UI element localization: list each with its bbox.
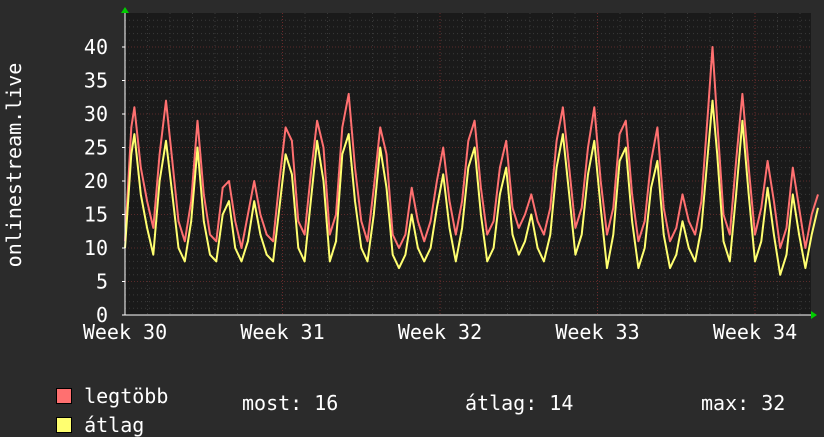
plot-background [125, 13, 811, 315]
x-tick-label: Week 34 [713, 320, 797, 344]
y-axis-label: onlinestream.live [2, 63, 26, 268]
legend-swatch-max [56, 388, 73, 404]
y-tick-label: 40 [84, 35, 108, 59]
stat-average: átlag: 14 [465, 391, 574, 415]
y-tick-labels: 0 5 10 15 20 25 30 35 40 [84, 35, 108, 327]
legend-label-avg: átlag [84, 413, 145, 437]
legend-item-max: legtöbb [32, 363, 168, 407]
y-axis-arrow [121, 7, 129, 13]
axes [121, 7, 817, 319]
legend-item-avg: átlag [32, 392, 144, 436]
x-tick-label: Week 30 [83, 320, 167, 344]
y-tick-label: 15 [84, 203, 108, 227]
series-line-1 [124, 99, 819, 276]
y-tick-label: 10 [84, 236, 108, 260]
y-tick-label: 0 [96, 303, 108, 327]
y-tick-label: 30 [84, 102, 108, 126]
stat-max: max: 32 [701, 391, 786, 415]
y-tick-label: 5 [96, 270, 108, 294]
x-tick-label: Week 32 [398, 320, 482, 344]
series-lines [124, 46, 819, 276]
x-tick-label: Week 31 [240, 320, 324, 344]
y-tick-label: 25 [84, 136, 108, 160]
y-tick-label: 35 [84, 69, 108, 93]
stat-now: most: 16 [242, 391, 339, 415]
x-tick-label: Week 33 [555, 320, 639, 344]
y-tick-label: 20 [84, 169, 108, 193]
x-tick-labels: Week 30 Week 31 Week 32 Week 33 Week 34 [83, 320, 797, 344]
legend-swatch-avg [56, 417, 73, 433]
x-axis-arrow [811, 311, 817, 319]
legend-label-max: legtöbb [84, 384, 169, 408]
series-line-0 [124, 46, 819, 249]
